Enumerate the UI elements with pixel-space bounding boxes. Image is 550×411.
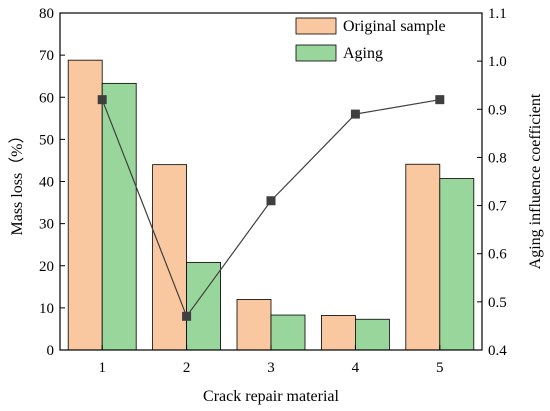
bar-original-sample-1 bbox=[67, 59, 103, 351]
legend-swatch-aging bbox=[295, 44, 337, 62]
x-tick-label-4: 4 bbox=[352, 360, 360, 376]
coefficient-point-1 bbox=[97, 95, 107, 105]
y2-tick-label-0.9: 0.9 bbox=[488, 102, 507, 118]
y2-axis-title: Aging influence coefficient bbox=[527, 93, 544, 269]
y2-tick-label-0.8: 0.8 bbox=[488, 150, 507, 166]
x-tick-label-3: 3 bbox=[267, 360, 275, 376]
y2-tick-label-0.7: 0.7 bbox=[488, 199, 507, 215]
y-tick-label-80: 80 bbox=[39, 6, 54, 22]
y-tick-label-10: 10 bbox=[39, 301, 54, 317]
y2-tick-label-0.6: 0.6 bbox=[488, 247, 507, 263]
legend-label-aging: Aging bbox=[343, 45, 383, 62]
coefficient-point-2 bbox=[182, 311, 192, 321]
y2-tick-label-1.1: 1.1 bbox=[488, 6, 507, 22]
x-tick-label-1: 1 bbox=[98, 360, 106, 376]
bar-original-sample-5 bbox=[405, 163, 441, 351]
legend-swatch-original-sample bbox=[295, 17, 337, 35]
y2-tick-label-0.4: 0.4 bbox=[488, 343, 507, 359]
y-tick-label-60: 60 bbox=[39, 90, 54, 106]
y2-tick-label-1.0: 1.0 bbox=[488, 54, 507, 70]
y-tick-label-30: 30 bbox=[39, 217, 54, 233]
x-axis-title: Crack repair material bbox=[203, 388, 339, 405]
coefficient-point-4 bbox=[350, 109, 360, 119]
bar-aging-5 bbox=[439, 178, 475, 351]
y-axis-title: Mass loss（%） bbox=[8, 127, 26, 235]
y-tick-label-40: 40 bbox=[39, 175, 54, 191]
coefficient-point-3 bbox=[266, 196, 276, 206]
bar-original-sample-2 bbox=[152, 164, 188, 351]
x-tick-label-5: 5 bbox=[436, 360, 444, 376]
y2-tick-label-0.5: 0.5 bbox=[488, 295, 507, 311]
legend-label-original-sample: Original sample bbox=[343, 18, 446, 35]
bar-aging-3 bbox=[270, 314, 306, 351]
bar-aging-4 bbox=[354, 318, 390, 351]
bar-aging-1 bbox=[101, 82, 137, 351]
coefficient-point-5 bbox=[435, 95, 445, 105]
y-tick-label-0: 0 bbox=[47, 343, 55, 359]
y-tick-label-70: 70 bbox=[39, 48, 54, 64]
bar-original-sample-3 bbox=[236, 299, 272, 351]
legend: Original sample Aging bbox=[295, 17, 446, 62]
bar-aging-2 bbox=[186, 261, 222, 351]
coefficient-line-layer bbox=[97, 95, 445, 321]
x-tick-label-2: 2 bbox=[183, 360, 191, 376]
y-tick-label-20: 20 bbox=[39, 259, 54, 275]
y-tick-label-50: 50 bbox=[39, 132, 54, 148]
bars-layer bbox=[67, 59, 475, 351]
bar-original-sample-4 bbox=[320, 315, 356, 351]
ticks-layer: 0 10 20 30 40 50 60 70 80 0.4 0.5 0.6 0.7 0.8 0.9 1.0 1.… bbox=[39, 6, 507, 376]
